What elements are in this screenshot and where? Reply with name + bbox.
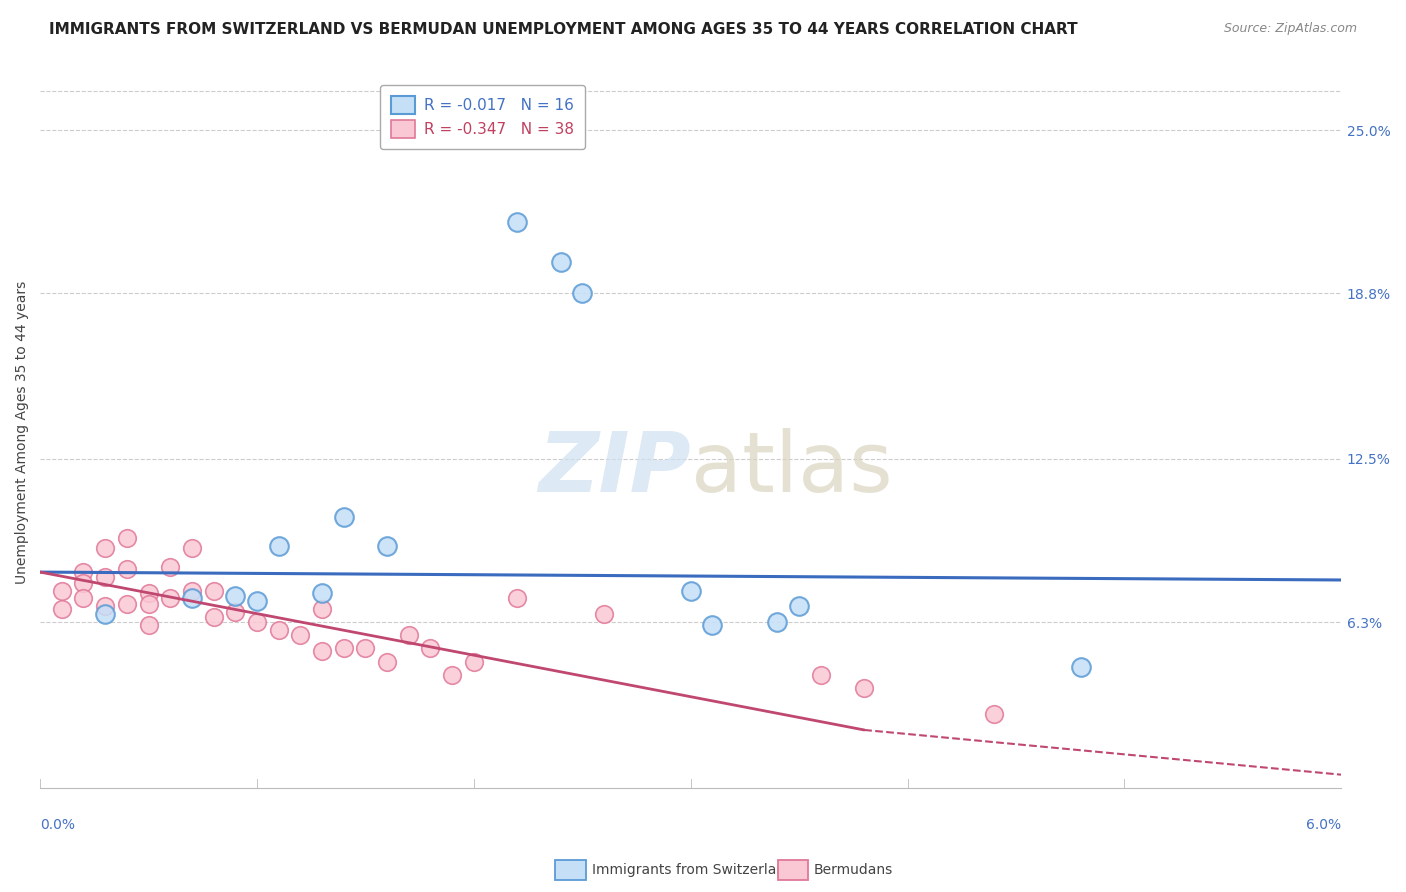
Point [375,655,398,669]
Point [375,539,398,553]
Point [506,215,529,229]
Point [180,591,202,606]
Point [550,254,572,268]
Point [72,591,94,606]
Point [72,565,94,579]
Point [94,607,117,622]
Point [246,594,269,608]
Point [702,617,724,632]
Point [51,583,73,598]
Text: ZIP: ZIP [538,427,690,508]
Text: Source: ZipAtlas.com: Source: ZipAtlas.com [1223,22,1357,36]
Point [311,602,333,616]
Point [115,531,138,545]
Point [983,707,1005,722]
Point [506,591,529,606]
Y-axis label: Unemployment Among Ages 35 to 44 years: Unemployment Among Ages 35 to 44 years [15,281,30,584]
Text: Bermudans: Bermudans [814,863,893,877]
Point [159,559,181,574]
Point [202,610,225,624]
Point [419,641,441,656]
Point [51,602,73,616]
Point [94,541,117,556]
Point [290,628,312,642]
Point [180,583,202,598]
Point [332,509,354,524]
Point [354,641,377,656]
Point [332,641,354,656]
Point [224,605,246,619]
Point [679,583,702,598]
Point [72,575,94,590]
Point [463,655,485,669]
Point [138,597,160,611]
Point [180,541,202,556]
Point [593,607,616,622]
Text: IMMIGRANTS FROM SWITZERLAND VS BERMUDAN UNEMPLOYMENT AMONG AGES 35 TO 44 YEARS C: IMMIGRANTS FROM SWITZERLAND VS BERMUDAN … [49,22,1078,37]
Point [138,617,160,632]
Point [115,562,138,576]
Point [202,583,225,598]
Point [94,599,117,614]
Point [267,539,290,553]
Point [766,615,789,629]
Text: Immigrants from Switzerland: Immigrants from Switzerland [592,863,794,877]
Point [159,591,181,606]
Point [398,628,420,642]
Point [138,586,160,600]
Point [94,570,117,584]
Legend: R = -0.017   N = 16, R = -0.347   N = 38: R = -0.017 N = 16, R = -0.347 N = 38 [380,85,585,149]
Point [571,286,593,301]
Point [311,644,333,658]
Text: 6.0%: 6.0% [1306,818,1341,832]
Point [246,615,269,629]
Point [224,589,246,603]
Point [115,597,138,611]
Point [441,667,464,681]
Point [853,681,876,695]
Point [267,623,290,637]
Text: atlas: atlas [690,427,893,508]
Point [787,599,810,614]
Point [1070,660,1092,674]
Text: 0.0%: 0.0% [41,818,75,832]
Point [810,667,832,681]
Point [311,586,333,600]
